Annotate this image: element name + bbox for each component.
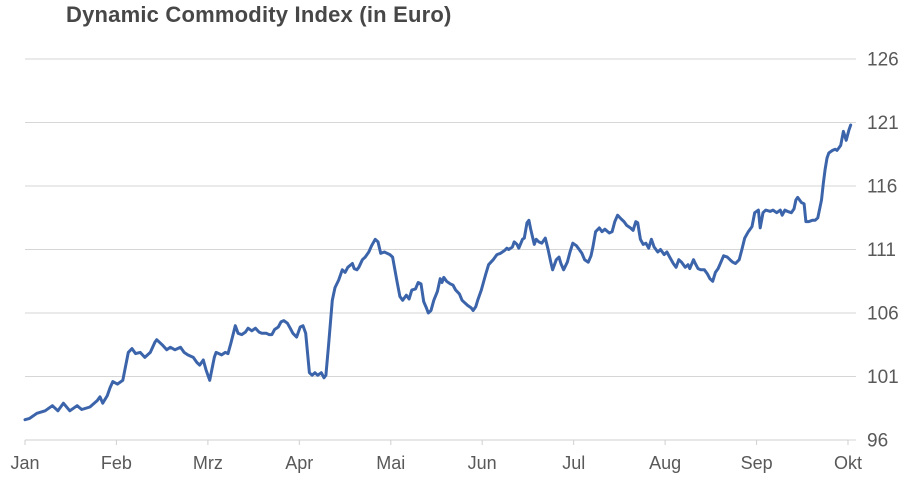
x-axis-tick-label: Aug [649, 453, 681, 473]
x-axis-tick-label: Mrz [193, 453, 223, 473]
y-axis-tick-label: 106 [867, 304, 899, 325]
x-axis-tick-label: Apr [285, 453, 313, 473]
y-axis-labels: 96 101 106 111 116 121 126 [867, 50, 899, 452]
x-axis [24, 439, 849, 445]
gridlines [25, 58, 856, 441]
chart-title: Dynamic Commodity Index (in Euro) [66, 2, 452, 27]
x-axis-tick-label: Jun [468, 453, 497, 473]
y-axis-tick-label: 116 [867, 177, 897, 198]
x-axis-tick-label: Jan [10, 453, 39, 473]
x-axis-tick-label: Sep [741, 453, 773, 473]
x-axis-labels: Jan Feb Mrz Apr Mai Jun Jul Aug Sep Okt [10, 453, 862, 473]
y-axis-tick-label: 111 [867, 240, 896, 261]
y-axis-tick-label: 121 [867, 113, 899, 134]
y-axis-tick-label: 126 [867, 50, 899, 71]
x-axis-tick-label: Okt [834, 453, 862, 473]
x-axis-tick-label: Jul [562, 453, 585, 473]
index-line-series [23, 123, 853, 422]
y-axis-tick-label: 96 [867, 431, 888, 452]
x-axis-tick-label: Feb [101, 453, 132, 473]
y-axis-tick-label: 101 [867, 367, 899, 388]
x-axis-tick-label: Mai [376, 453, 405, 473]
